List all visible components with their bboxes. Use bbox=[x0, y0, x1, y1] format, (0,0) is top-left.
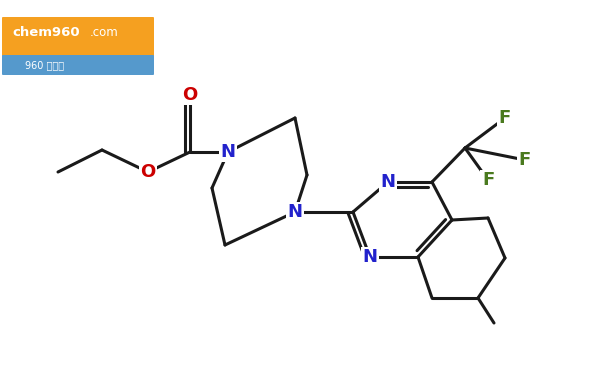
Text: 960 化工网: 960 化工网 bbox=[25, 60, 64, 70]
Text: N: N bbox=[381, 173, 396, 191]
Text: O: O bbox=[140, 163, 155, 181]
Text: F: F bbox=[519, 151, 531, 169]
Text: chem960: chem960 bbox=[12, 27, 80, 39]
Text: F: F bbox=[499, 109, 511, 127]
Text: O: O bbox=[182, 86, 198, 104]
Text: F: F bbox=[482, 171, 494, 189]
FancyBboxPatch shape bbox=[2, 55, 154, 75]
Text: N: N bbox=[287, 203, 302, 221]
FancyBboxPatch shape bbox=[2, 17, 154, 59]
Text: .com: .com bbox=[90, 27, 119, 39]
Text: N: N bbox=[362, 248, 378, 266]
Text: N: N bbox=[220, 143, 235, 161]
